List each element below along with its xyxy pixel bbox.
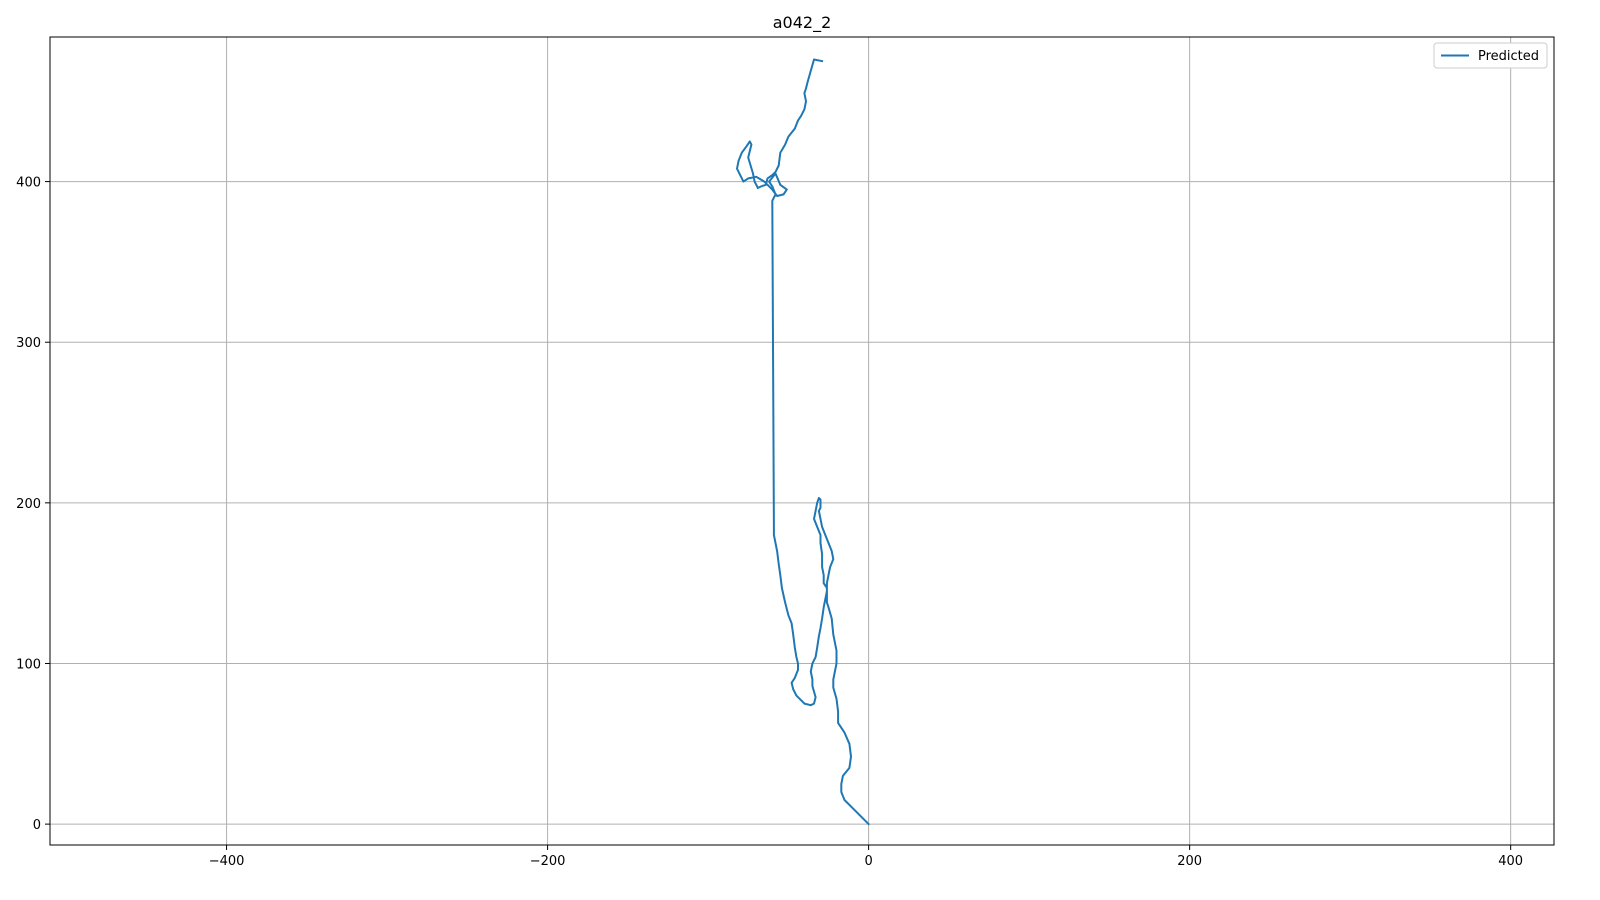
y-tick-label: 100 [16,657,41,672]
legend: Predicted [1433,42,1548,69]
plot-background [50,37,1554,845]
y-tick-label: 0 [33,818,41,833]
grid-lines [50,37,1554,845]
x-tick-label: −200 [530,854,566,869]
x-tick-label: 0 [864,854,872,869]
y-tick-label: 300 [16,336,41,351]
chart-title: a042_2 [773,13,832,33]
x-tick-label: −400 [209,854,245,869]
y-tick-label: 400 [16,176,41,191]
x-tick-label: 400 [1498,854,1523,869]
series-group [736,58,871,826]
x-tick-label: 200 [1177,854,1202,869]
axis-ticks: −400 −200 0 200 400 0 100 200 300 400 [16,176,1523,869]
legend-box [1433,42,1548,69]
y-tick-label: 200 [16,497,41,512]
legend-label-predicted: Predicted [1478,49,1539,64]
plot-frame [49,36,1555,846]
series-line-predicted [736,58,871,826]
